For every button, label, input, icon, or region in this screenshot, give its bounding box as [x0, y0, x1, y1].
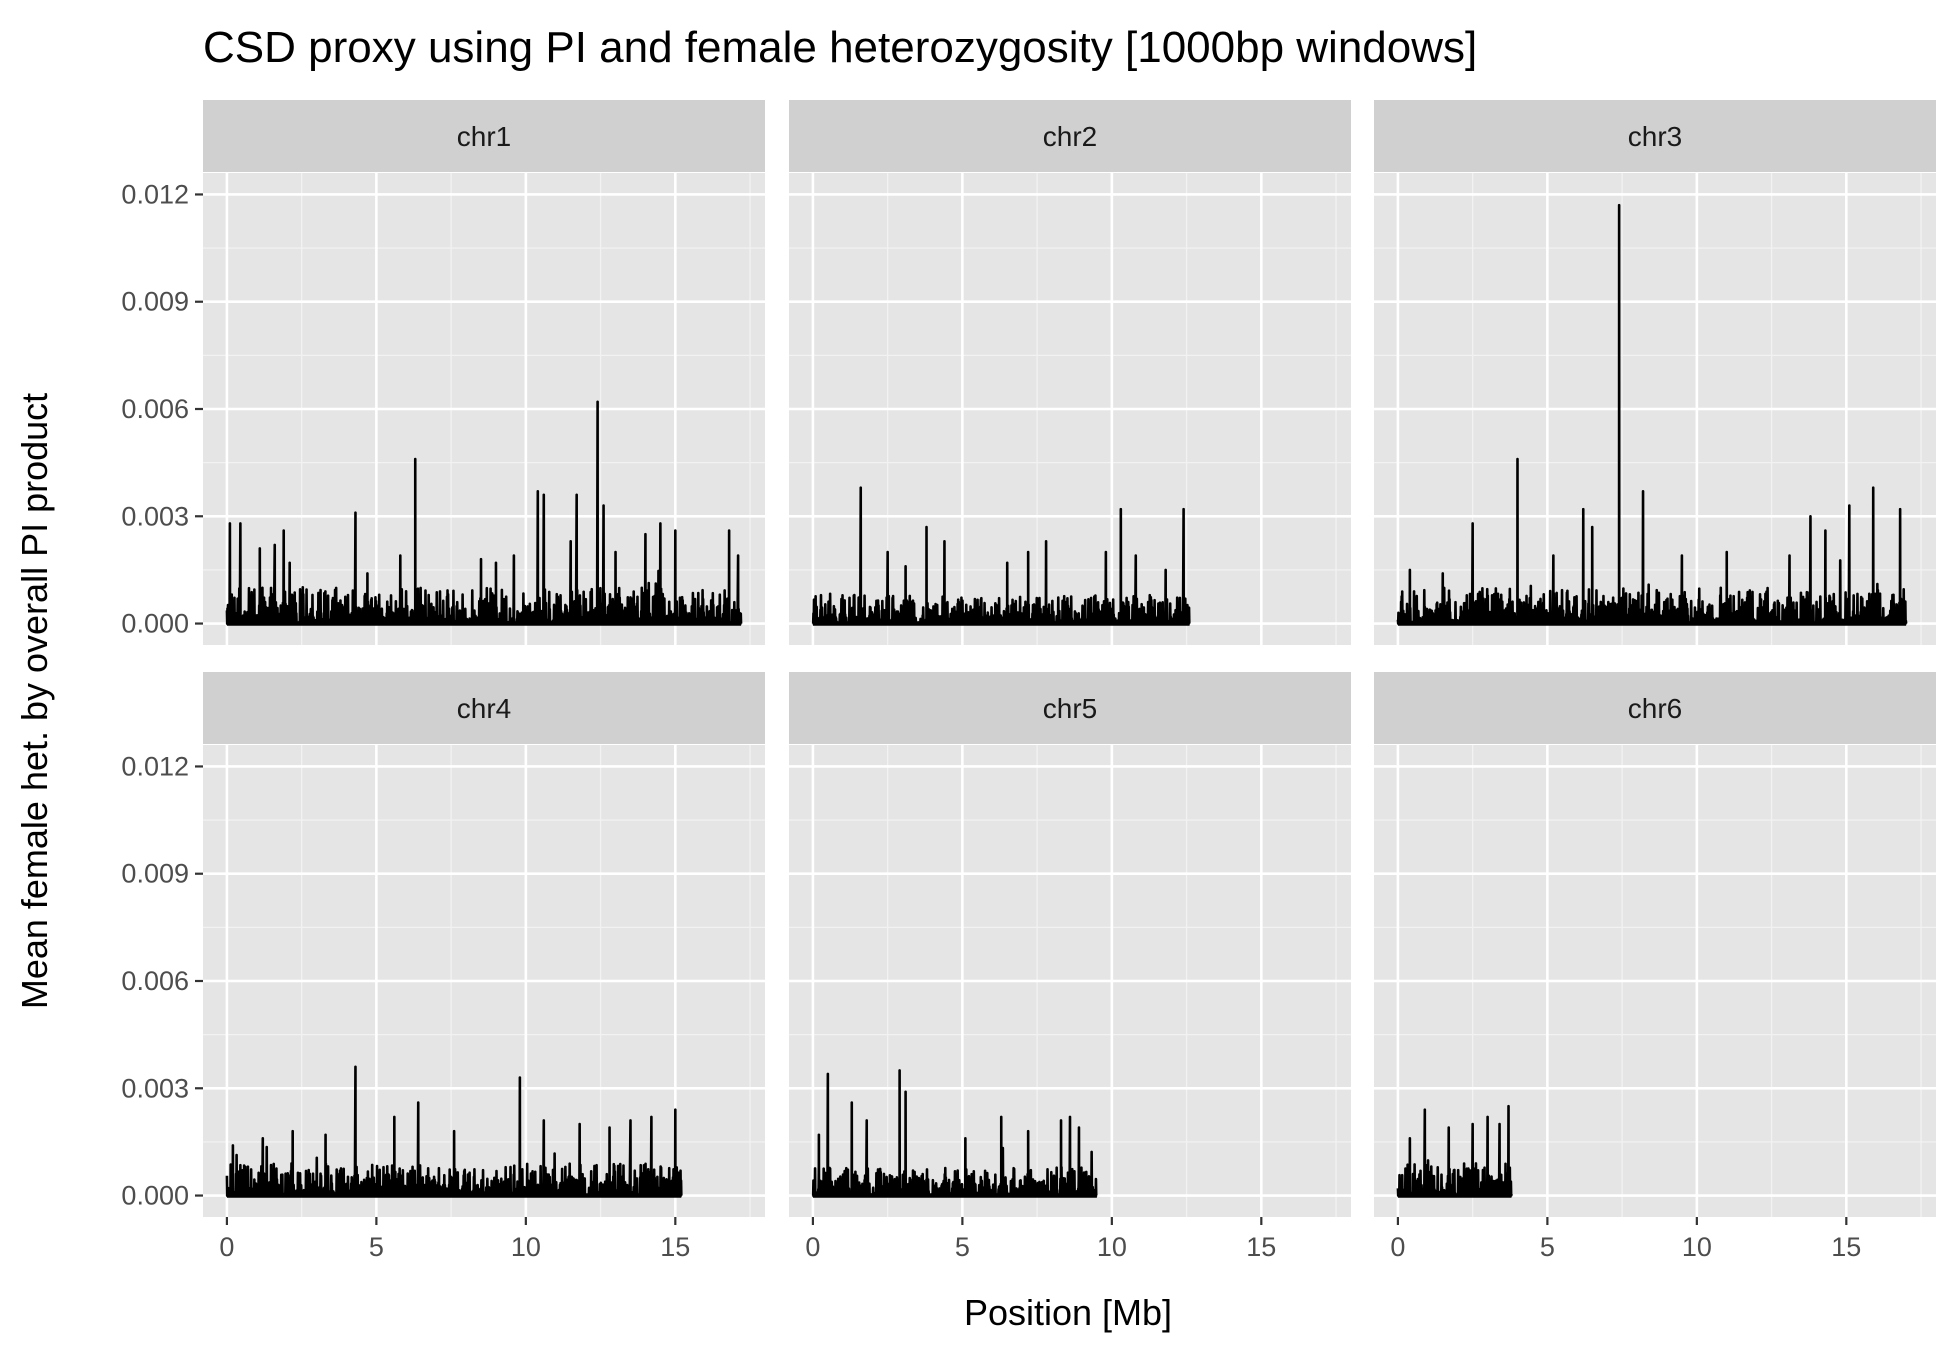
- facet-chr5: chr5 0 5 10 15: [789, 672, 1351, 1262]
- y-axis-title: Mean female het. by overall PI product: [14, 393, 55, 1009]
- x-tick-label: 15: [1831, 1232, 1861, 1262]
- strip-chr2: [789, 100, 1351, 172]
- strip-chr6: [1374, 672, 1936, 744]
- x-tick-label: 5: [955, 1232, 970, 1262]
- facet-chr4: chr4 0.000 0.003 0.006 0.009 0.012 0 5 10 15: [121, 672, 765, 1262]
- strip-label-chr5: chr5: [1043, 693, 1097, 724]
- x-axis-title: Position [Mb]: [964, 1292, 1172, 1333]
- x-tick-label: 10: [1097, 1232, 1127, 1262]
- x-tick-label: 0: [1390, 1232, 1405, 1262]
- strip-chr3: [1374, 100, 1936, 172]
- x-tick-label: 5: [1540, 1232, 1555, 1262]
- strip-chr4: [203, 672, 765, 744]
- y-tick-label: 0.003: [121, 1073, 189, 1103]
- facet-chr6: chr6 0 5 10 15: [1374, 672, 1936, 1262]
- y-tick-label: 0.009: [121, 287, 189, 317]
- y-tick-label: 0.003: [121, 501, 189, 531]
- strip-chr5: [789, 672, 1351, 744]
- x-tick-label: 10: [511, 1232, 541, 1262]
- x-tick-label: 5: [369, 1232, 384, 1262]
- facet-chr3: chr3: [1374, 100, 1936, 645]
- x-tick-label: 10: [1682, 1232, 1712, 1262]
- x-tick-label: 15: [660, 1232, 690, 1262]
- facet-chr2: chr2: [789, 100, 1351, 645]
- chart-title: CSD proxy using PI and female heterozygo…: [203, 23, 1477, 72]
- strip-chr1: [203, 100, 765, 172]
- strip-label-chr1: chr1: [457, 121, 511, 152]
- y-tick-label: 0.009: [121, 859, 189, 889]
- y-tick-label: 0.000: [121, 609, 189, 639]
- y-tick-label: 0.012: [121, 179, 189, 209]
- x-tick-label: 15: [1246, 1232, 1276, 1262]
- y-tick-label: 0.012: [121, 751, 189, 781]
- y-tick-label: 0.006: [121, 394, 189, 424]
- strip-label-chr6: chr6: [1628, 693, 1682, 724]
- facet-panels: chr1 0.000 0.003 0.006 0.009 0.012 chr2 chr3 chr…: [121, 100, 1936, 1262]
- y-tick-label: 0.000: [121, 1181, 189, 1211]
- strip-label-chr3: chr3: [1628, 121, 1682, 152]
- x-tick-label: 0: [219, 1232, 234, 1262]
- y-tick-label: 0.006: [121, 966, 189, 996]
- strip-label-chr4: chr4: [457, 693, 511, 724]
- x-tick-label: 0: [805, 1232, 820, 1262]
- facet-chr1: chr1 0.000 0.003 0.006 0.009 0.012: [121, 100, 765, 645]
- strip-label-chr2: chr2: [1043, 121, 1097, 152]
